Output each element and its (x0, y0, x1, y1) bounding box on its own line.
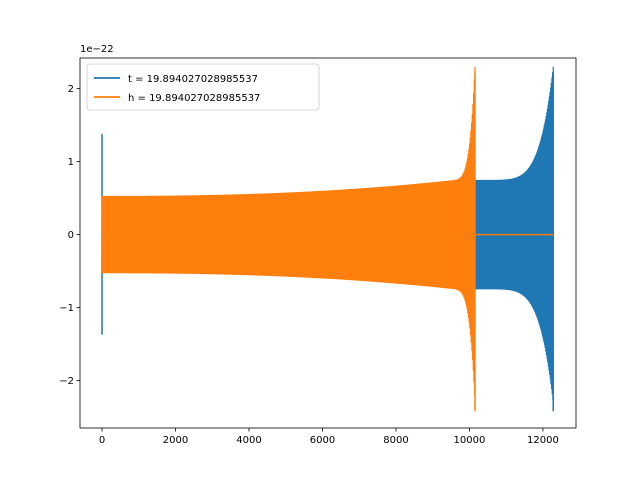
legend: t = 19.894027028985537 h = 19.89402702898… (86, 63, 320, 111)
y-tick-label: 1 (68, 157, 74, 168)
legend-box (86, 63, 320, 111)
y-tick-label: −1 (59, 303, 74, 314)
x-tick-label: 0 (99, 435, 105, 446)
y-offset-text: 1e−22 (80, 44, 114, 55)
x-axis: 0 2000 4000 6000 8000 10000 12000 (99, 428, 559, 446)
x-tick-label: 12000 (527, 435, 559, 446)
series-h-line (101, 66, 476, 396)
y-tick-label: 0 (68, 230, 74, 241)
series-layer (101, 66, 554, 412)
x-tick-label: 8000 (383, 435, 408, 446)
plot-frame (79, 57, 577, 429)
legend-label: t = 19.894027028985537 (128, 74, 258, 85)
y-axis: −2 −1 0 1 2 (59, 84, 80, 387)
x-tick-label: 6000 (310, 435, 335, 446)
x-tick-label: 4000 (236, 435, 261, 446)
x-tick-label: 2000 (163, 435, 188, 446)
x-tick-label: 10000 (454, 435, 486, 446)
legend-label: h = 19.894027028985537 (128, 93, 260, 104)
y-tick-label: −2 (59, 376, 74, 387)
y-tick-label: 2 (68, 84, 74, 95)
